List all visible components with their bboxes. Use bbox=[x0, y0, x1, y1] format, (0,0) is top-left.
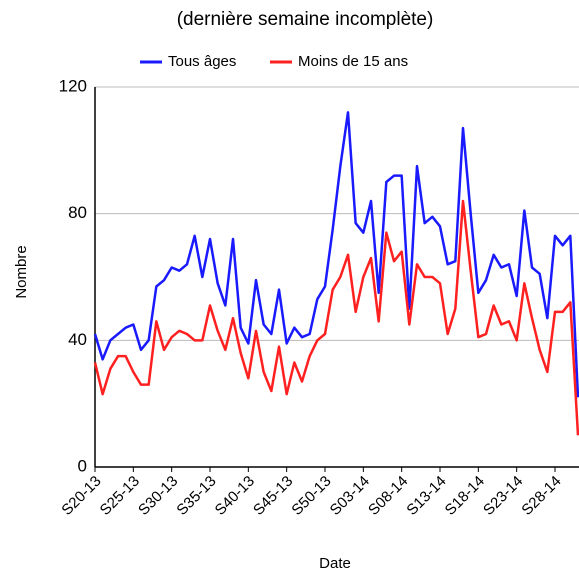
x-tick-label: S28-14 bbox=[518, 473, 564, 519]
x-tick-label: S13-14 bbox=[403, 473, 449, 519]
legend-label: Tous âges bbox=[168, 53, 236, 70]
y-tick-label: 120 bbox=[59, 76, 87, 95]
x-tick-label: S40-13 bbox=[212, 473, 258, 519]
y-tick-label: 0 bbox=[78, 456, 87, 475]
x-tick-label: S25-13 bbox=[97, 473, 143, 519]
x-tick-label: S18-14 bbox=[442, 473, 488, 519]
x-tick-label: S45-13 bbox=[250, 473, 296, 519]
x-axis-label: Date bbox=[319, 555, 351, 572]
x-tick-label: S35-13 bbox=[173, 473, 219, 519]
chart-subtitle: (dernière semaine incomplète) bbox=[177, 9, 434, 30]
y-tick-label: 80 bbox=[68, 203, 87, 222]
y-tick-label: 40 bbox=[68, 330, 87, 349]
x-tick-label: S08-14 bbox=[365, 473, 411, 519]
x-tick-label: S30-13 bbox=[135, 473, 181, 519]
y-axis-label: Nombre bbox=[13, 245, 30, 298]
legend-label: Moins de 15 ans bbox=[298, 53, 408, 70]
x-tick-label: S20-13 bbox=[58, 473, 104, 519]
series-line bbox=[93, 111, 579, 398]
series-line bbox=[93, 199, 579, 436]
x-tick-label: S50-13 bbox=[288, 473, 334, 519]
x-tick-label: S03-14 bbox=[327, 473, 373, 519]
x-tick-label: S23-14 bbox=[480, 473, 526, 519]
